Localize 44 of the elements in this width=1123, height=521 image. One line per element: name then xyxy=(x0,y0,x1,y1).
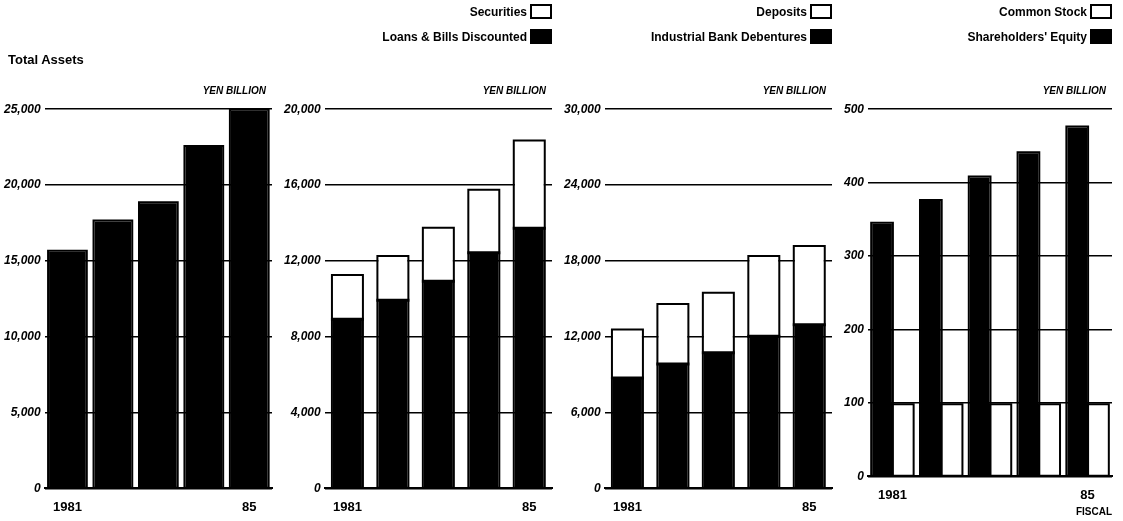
y-tick-label: 500 xyxy=(843,101,865,116)
chart-title: Total Assets xyxy=(8,52,84,67)
x-tick-label: 85 xyxy=(1080,486,1095,502)
y-tick-label: 30,000 xyxy=(564,101,602,116)
x-axis-title: FISCAL xyxy=(1075,505,1112,517)
x-tick-label: 85 xyxy=(522,498,537,514)
y-tick-label: 24,000 xyxy=(563,177,602,192)
legend-label: Deposits xyxy=(756,4,807,19)
y-tick-label: 20,000 xyxy=(3,177,42,192)
x-tick-label: 85 xyxy=(802,498,817,514)
y-tick-label: 10,000 xyxy=(4,329,42,344)
y-tick-label: 8,000 xyxy=(290,329,322,344)
y-tick-label: 20,000 xyxy=(283,101,322,116)
y-tick-label: 200 xyxy=(842,321,865,336)
y-tick-label: 15,000 xyxy=(4,253,42,268)
legend-label: Common Stock xyxy=(998,4,1087,19)
y-tick-label: 0 xyxy=(314,480,322,495)
y-tick-label: 4,000 xyxy=(289,404,322,419)
y-tick-label: 12,000 xyxy=(564,329,602,344)
legend-label: Securities xyxy=(469,4,527,19)
y-axis-title: YEN BILLION xyxy=(762,85,826,96)
legend-label: Loans & Bills Discounted xyxy=(382,29,527,44)
x-tick-label: 1981 xyxy=(877,486,907,502)
legend-label: Industrial Bank Debentures xyxy=(650,29,807,44)
y-tick-label: 6,000 xyxy=(570,404,602,419)
y-tick-label: 18,000 xyxy=(564,253,602,268)
y-tick-label: 5,000 xyxy=(10,404,42,419)
y-tick-label: 0 xyxy=(34,480,42,495)
y-axis-title: YEN BILLION xyxy=(1042,85,1106,96)
y-tick-label: 300 xyxy=(843,248,865,263)
y-tick-label: 16,000 xyxy=(284,177,322,192)
y-axis-title: YEN BILLION xyxy=(202,85,266,96)
y-tick-label: 0 xyxy=(857,468,865,483)
y-tick-label: 100 xyxy=(843,395,865,410)
x-tick-label: 1981 xyxy=(52,498,82,514)
y-tick-label: 25,000 xyxy=(3,101,42,116)
y-axis-title: YEN BILLION xyxy=(482,85,546,96)
legend-label: Shareholders' Equity xyxy=(967,29,1087,44)
y-tick-label: 0 xyxy=(594,480,602,495)
x-tick-label: 85 xyxy=(242,498,257,514)
y-tick-label: 400 xyxy=(842,174,865,189)
x-tick-label: 1981 xyxy=(332,498,362,514)
y-tick-label: 12,000 xyxy=(284,253,322,268)
x-tick-label: 1981 xyxy=(612,498,642,514)
